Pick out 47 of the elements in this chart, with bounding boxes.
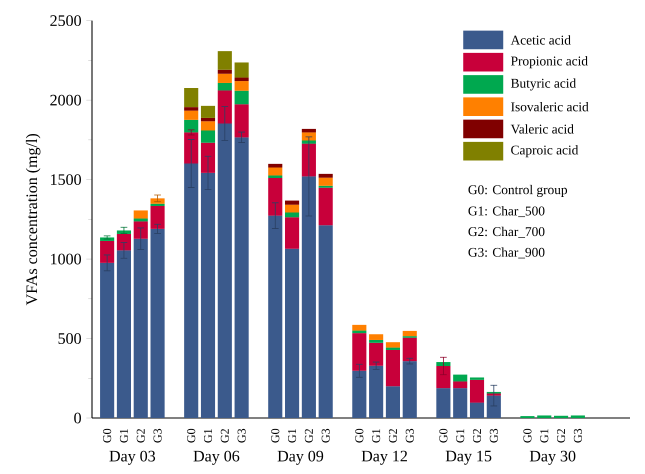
x-tick-label: G3 [154,428,162,443]
legend-label: Propionic acid [510,56,588,68]
x-tick-label: G1 [372,429,380,443]
y-tick-label: 1000 [50,254,81,264]
x-tick-label: G3 [574,428,582,443]
x-tick-label: G0 [187,428,196,443]
x-tick-label: G2 [557,429,566,443]
legend-label: Butyric acid [510,78,576,91]
y-tick-label: 500 [58,333,81,344]
text: Day 03 [109,450,156,465]
x-tick-label: G0 [523,428,532,443]
text: Day 30 [530,450,576,465]
x-tick-label: G2 [472,429,482,443]
y-tick-label: 2000 [50,94,81,106]
x-tick-label: G1 [288,429,296,443]
x-tick-label: G0 [271,428,280,443]
text: Day 06 [194,450,240,465]
annotation: G2: Char_700 [468,226,544,238]
x-tick-label: G2 [220,429,229,443]
x-tick-label: G0 [355,428,364,443]
y-axis-title: VFAs concentration (mg/l) [26,134,40,306]
annotation: G1: Char_500 [468,206,544,218]
text: Day 12 [362,450,407,465]
x-tick-label: G1 [204,429,212,443]
legend-label: Isovaleric acid [511,102,589,112]
x-tick-label: G3 [238,428,246,443]
x-tick-label: G1 [540,429,548,443]
text: Day 15 [446,450,492,465]
x-tick-label: G0 [103,428,112,443]
x-tick-label: G2 [136,429,145,443]
x-tick-label: G3 [490,428,498,443]
annotation: G3: Char_900 [468,247,544,258]
x-tick-label: G3 [322,428,330,443]
x-tick-label: G1 [456,429,464,443]
text: Day 09 [278,450,324,465]
x-tick-label: G2 [304,429,313,443]
legend-label: Acetic acid [510,35,571,45]
x-tick-label: G2 [388,429,397,443]
annotation: G0: Control group [468,184,568,197]
x-tick-label: G1 [120,429,128,443]
legend-label: Valeric acid [510,124,574,134]
y-tick-label: 2500 [50,15,81,26]
y-tick-label: 0 [74,412,81,424]
x-tick-label: G3 [406,428,414,443]
x-tick-label: G0 [439,428,448,443]
y-tick-label: 1500 [50,174,81,185]
legend-label: Caproic acid [511,145,578,158]
